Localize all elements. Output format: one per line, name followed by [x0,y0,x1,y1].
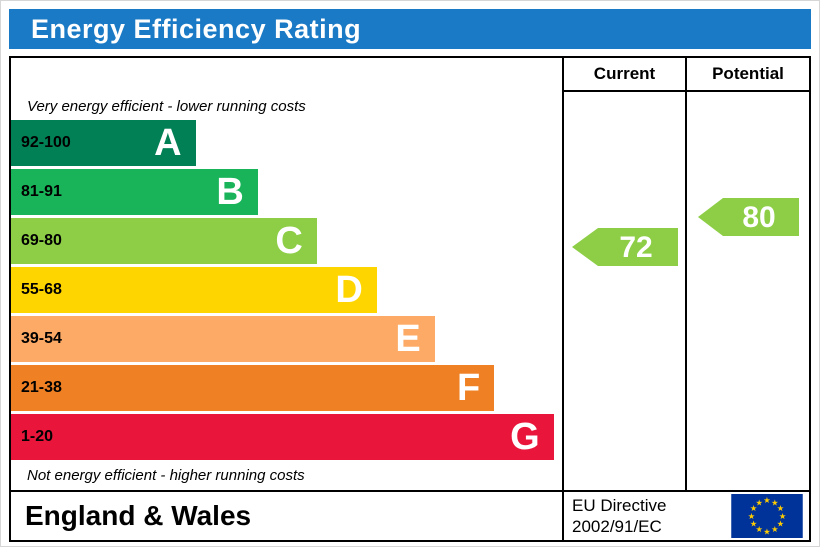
column-header-current: Current [562,58,685,92]
band-bar-a: 92-100 A [11,120,196,166]
band-bar-c: 69-80 C [11,218,317,264]
current-column: 72 [562,92,685,490]
eu-star-icon: ★ [756,524,763,534]
band-bar-f: 21-38 F [11,365,495,411]
footer: England & Wales EU Directive 2002/91/EC … [9,492,811,542]
eu-flag-field [731,494,803,538]
eu-star-icon: ★ [763,495,770,505]
eu-flag-stars: ★ ★ ★ ★ ★ ★ ★ ★ ★ ★ ★ ★ [748,495,787,536]
directive-section: EU Directive 2002/91/EC ★ ★ ★ ★ ★ ★ ★ ★ … [562,492,809,540]
band-range: 81-91 [21,183,62,200]
eu-star-icon: ★ [763,526,770,536]
rating-scale: Very energy efficient - lower running co… [11,92,562,490]
table-header: Current Potential [11,58,809,92]
band-row-g: 1-20 G [11,414,562,460]
directive-line2: 2002/91/EC [572,517,662,536]
band-range: 21-38 [21,379,62,396]
header-spacer [11,58,562,92]
band-letter: F [457,367,481,409]
band-bar-b: 81-91 B [11,169,258,215]
title-bar: Energy Efficiency Rating [9,9,811,49]
potential-arrow-shape [698,198,799,236]
column-header-potential: Potential [685,58,809,92]
potential-column: 80 [685,92,809,490]
directive-line1: EU Directive [572,495,667,515]
potential-rating-arrow: 80 [698,198,799,236]
band-letter: G [510,416,540,458]
band-letter: C [275,220,303,262]
eu-star-icon: ★ [777,519,784,529]
eu-star-icon: ★ [779,511,786,521]
band-row-a: 92-100 A [11,120,562,166]
band-letter: A [154,122,182,164]
eu-star-icon: ★ [771,497,778,507]
potential-rating-value: 80 [742,201,775,234]
band-row-e: 39-54 E [11,316,562,362]
eu-star-icon: ★ [748,511,755,521]
band-bar-g: 1-20 G [11,414,554,460]
table-body: Very energy efficient - lower running co… [11,92,809,490]
band-bar-e: 39-54 E [11,316,435,362]
band-row-b: 81-91 B [11,169,562,215]
band-range: 39-54 [21,330,62,347]
eu-directive-label: EU Directive 2002/91/EC [572,495,666,538]
band-bar-d: 55-68 D [11,267,377,313]
band-range: 1-20 [21,428,54,445]
band-letter: D [335,269,363,311]
band-range: 55-68 [21,281,62,298]
band-row-c: 69-80 C [11,218,562,264]
band-row-f: 21-38 F [11,365,562,411]
current-rating-value: 72 [619,231,652,264]
eu-flag-icon: ★ ★ ★ ★ ★ ★ ★ ★ ★ ★ ★ ★ [731,494,803,538]
rating-table: Current Potential Very energy efficient … [9,56,811,492]
page-title: Energy Efficiency Rating [31,13,362,44]
eu-star-icon: ★ [771,524,778,534]
eu-star-icon: ★ [750,519,757,529]
bottom-note: Not energy efficient - higher running co… [27,466,305,484]
eu-star-icon: ★ [756,497,763,507]
band-letter: E [395,318,421,360]
band-letter: B [216,171,244,213]
band-range: 69-80 [21,232,62,249]
current-rating-arrow: 72 [572,228,678,266]
band-row-d: 55-68 D [11,267,562,313]
top-note: Very energy efficient - lower running co… [27,97,306,115]
eu-star-icon: ★ [777,503,784,513]
rating-bands: 92-100 A 81-91 B 69-80 C [11,120,562,460]
band-range: 92-100 [21,134,71,151]
current-arrow-shape [572,228,678,266]
region-label: England & Wales [25,500,252,531]
eu-star-icon: ★ [750,503,757,513]
